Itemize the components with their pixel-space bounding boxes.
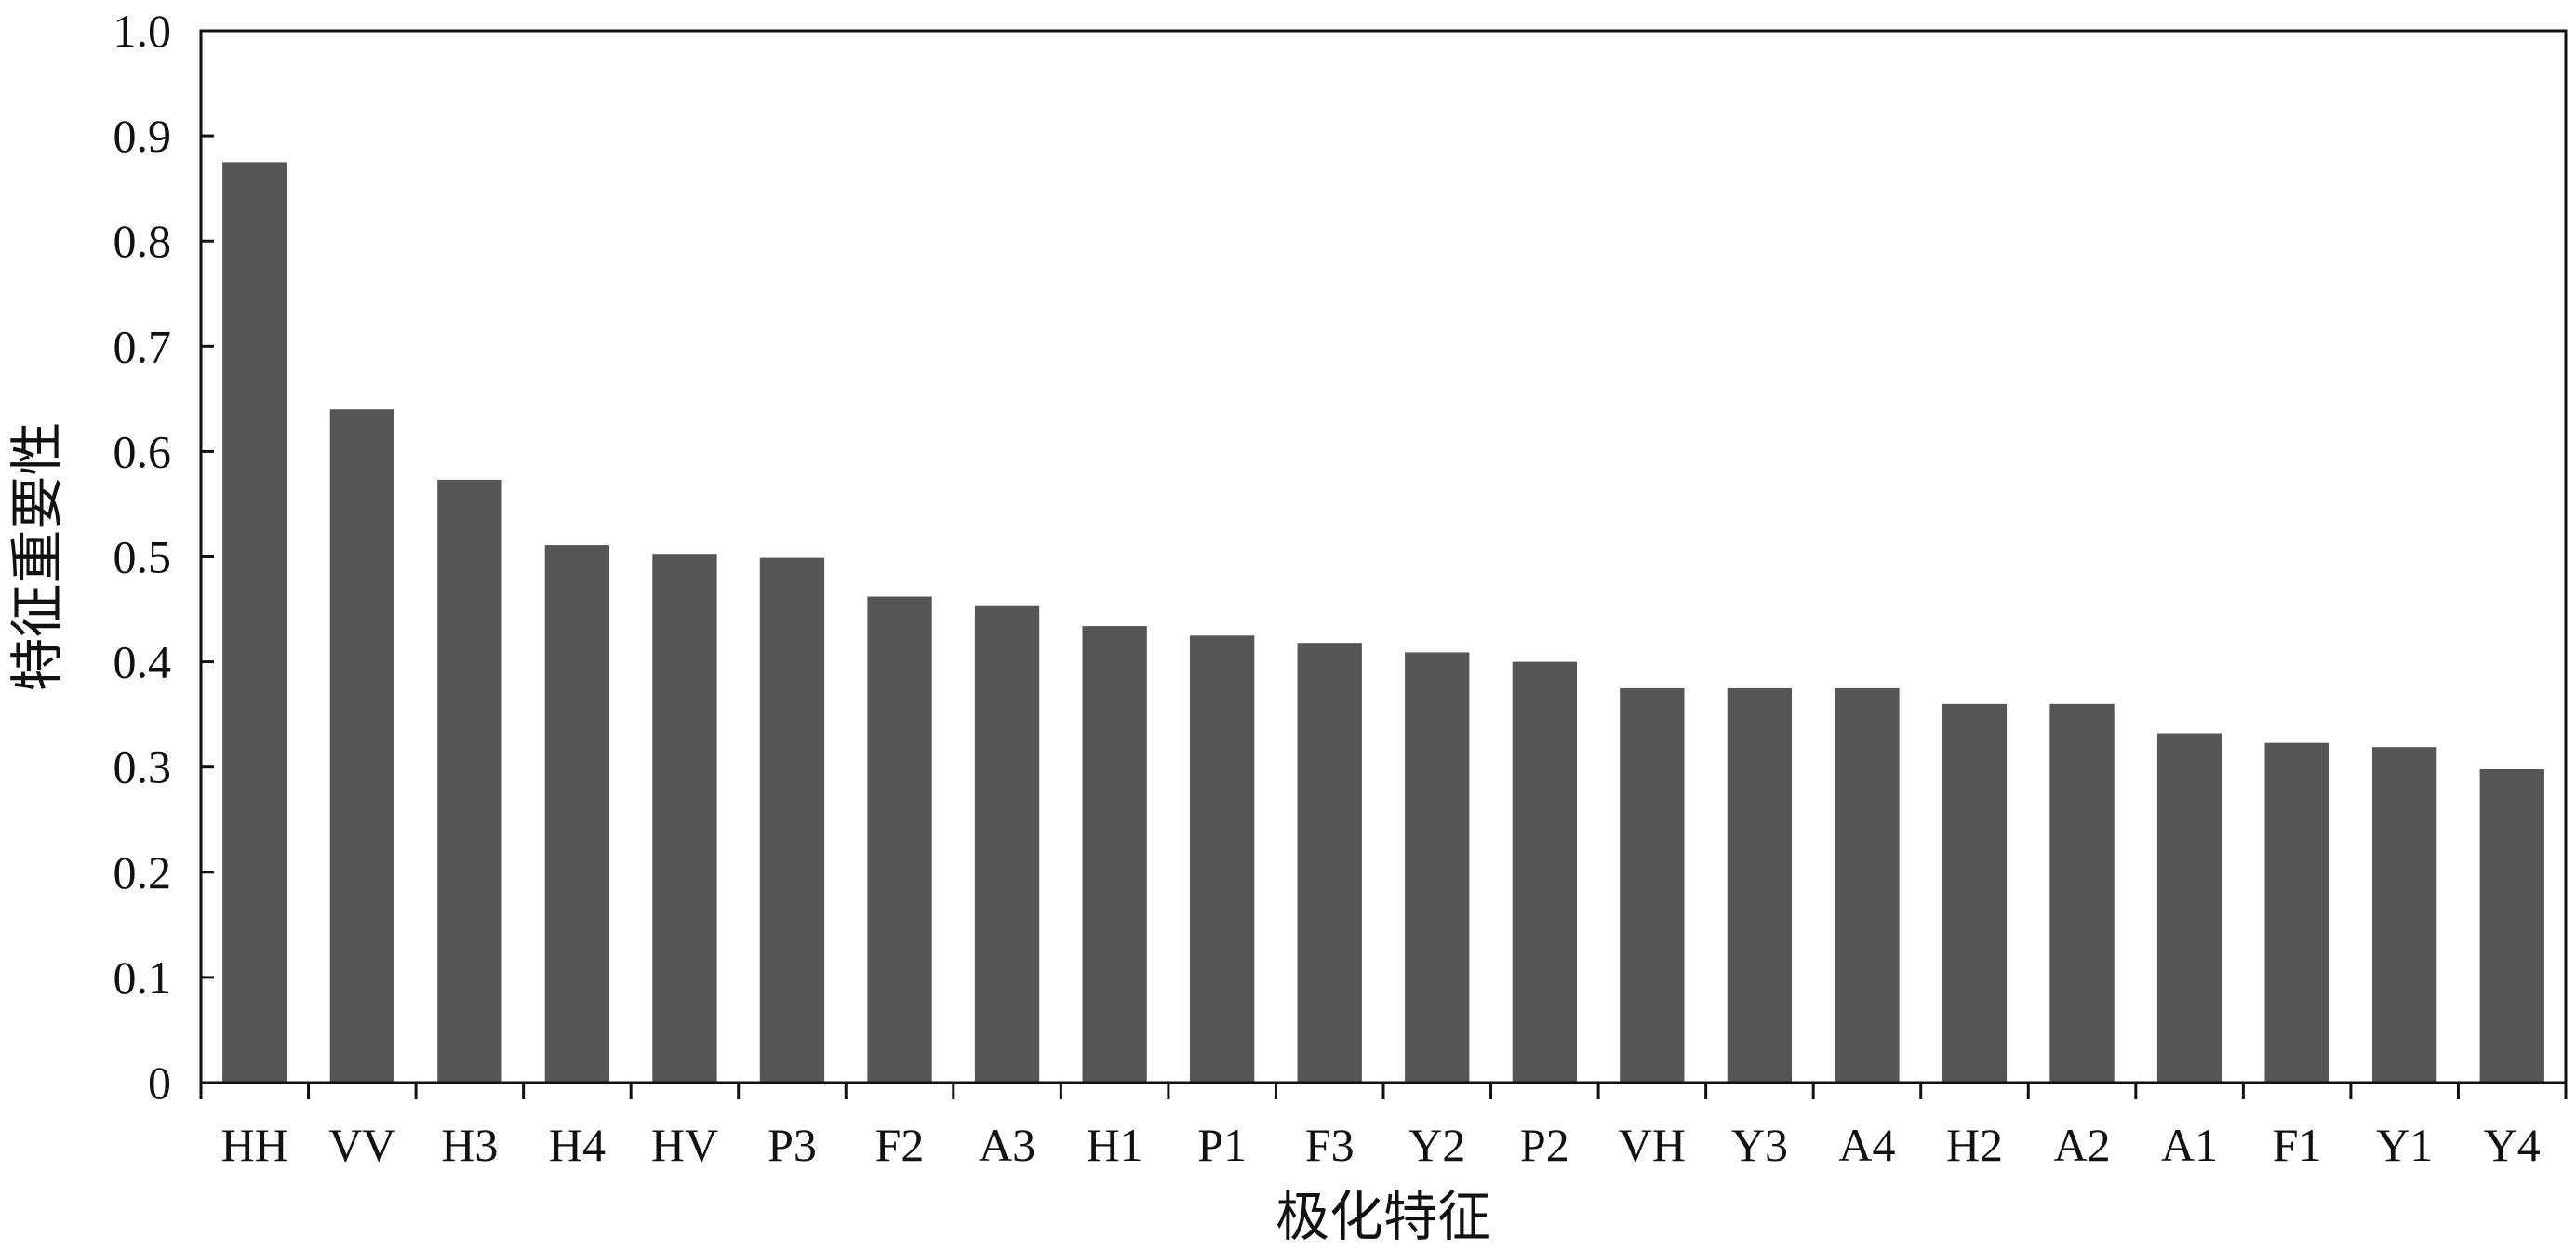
x-tick-label: A4 [1838, 1119, 1895, 1171]
x-tick-label: A3 [979, 1119, 1035, 1171]
x-tick-label: H4 [549, 1119, 606, 1171]
bar-vv [329, 409, 394, 1083]
bar-f2 [867, 596, 932, 1083]
y-tick-label: 0 [148, 1057, 171, 1109]
x-tick-label: HH [221, 1119, 288, 1171]
bar-y1 [2372, 747, 2437, 1083]
bar-y3 [1727, 687, 1792, 1083]
y-tick-label: 0.6 [113, 425, 172, 477]
bar-a2 [2049, 703, 2115, 1083]
y-ticks-group: 0 0.1 0.2 0.3 0.4 0.5 0.6 0.7 0.8 0.9 1.0 [113, 5, 214, 1109]
x-axis-title: 极化特征 [1275, 1185, 1491, 1248]
x-tick-label: Y2 [1408, 1119, 1465, 1171]
bar-a4 [1835, 687, 1900, 1083]
bars-group [222, 162, 2544, 1083]
bar-p1 [1190, 635, 1255, 1083]
y-tick-label: 0.4 [113, 636, 172, 688]
x-tick-label: Y4 [2484, 1119, 2541, 1171]
bar-vh [1620, 687, 1685, 1083]
bar-h3 [437, 479, 502, 1083]
x-tick-label: Y3 [1731, 1119, 1788, 1171]
bar-y4 [2479, 769, 2544, 1083]
x-tick-label: A2 [2053, 1119, 2110, 1171]
x-tick-label: A1 [2161, 1119, 2218, 1171]
x-tick-label: P1 [1197, 1119, 1247, 1171]
bar-h1 [1082, 626, 1147, 1083]
y-tick-label: 0.2 [113, 846, 172, 898]
x-tick-label: F2 [875, 1119, 925, 1171]
x-tick-label: P2 [1520, 1119, 1569, 1171]
bar-p2 [1512, 661, 1577, 1083]
x-tick-label: F3 [1305, 1119, 1355, 1171]
x-tick-label: P3 [767, 1119, 817, 1171]
bar-hv [652, 554, 717, 1083]
y-tick-label: 0.5 [113, 531, 172, 583]
y-tick-label: 0.7 [113, 320, 172, 372]
x-tick-label: VH [1619, 1119, 1686, 1171]
bar-hh [222, 162, 287, 1083]
bar-h4 [544, 545, 609, 1083]
y-tick-label: 0.8 [113, 215, 172, 267]
bar-p3 [759, 557, 825, 1083]
x-tick-label: H2 [1946, 1119, 2003, 1171]
x-tick-label: Y1 [2376, 1119, 2433, 1171]
x-ticks-group: HH VV H3 H4 HV P3 F2 A3 H1 P1 F3 Y2 P2 VH Y3 A4 H2 A2 A1 F1… [199, 1083, 2568, 1171]
y-tick-label: 0.1 [113, 951, 172, 1004]
y-tick-label: 1.0 [113, 5, 172, 57]
bar-a1 [2156, 733, 2222, 1083]
x-tick-label: HV [651, 1119, 718, 1171]
x-tick-label: VV [328, 1119, 395, 1171]
bar-y2 [1405, 652, 1470, 1083]
y-axis-title: 特征重要性 [6, 421, 69, 691]
y-tick-label: 0.9 [113, 110, 172, 162]
y-tick-label: 0.3 [113, 741, 172, 793]
bar-f1 [2264, 742, 2329, 1083]
x-tick-label: F1 [2273, 1119, 2322, 1171]
bar-h2 [1942, 703, 2008, 1083]
x-tick-label: H1 [1087, 1119, 1143, 1171]
x-tick-label: H3 [441, 1119, 498, 1171]
bar-f3 [1297, 643, 1362, 1083]
bar-a3 [974, 605, 1040, 1083]
